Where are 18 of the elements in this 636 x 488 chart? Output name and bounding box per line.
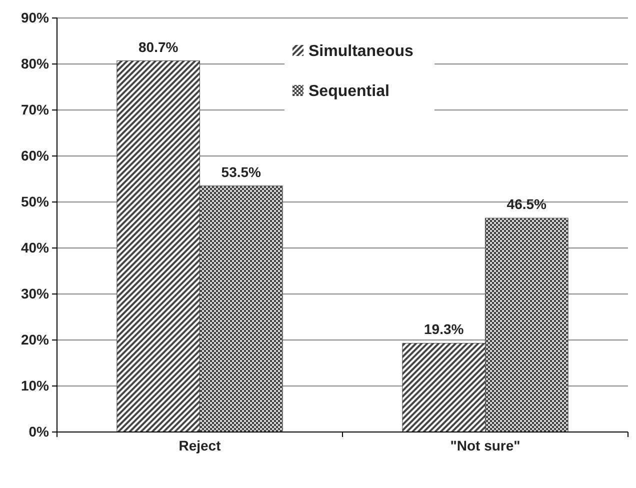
y-tick-label: 70% [20,101,50,118]
text: 80.7% [138,38,178,55]
y-tick-label: 80% [20,55,50,72]
y-tick-label: 20% [20,331,50,348]
y-tick-label: 0% [28,423,50,440]
text: 53.5% [221,164,261,180]
y-tick-label: 90% [20,9,50,26]
y-tick-label: 40% [20,239,50,256]
text: 46.5% [506,196,546,212]
y-tick-label: 50% [20,193,50,210]
legend-label: Sequential [308,83,390,100]
y-tick-label: 10% [20,377,50,394]
x-tick-label: "Not sure" [450,437,520,454]
text: 19.3% [424,321,464,338]
legend-label: Simultaneous [308,43,414,60]
y-tick-label: 30% [20,285,50,302]
x-tick-label: Reject [178,437,222,454]
y-tick-label: 60% [20,147,50,164]
